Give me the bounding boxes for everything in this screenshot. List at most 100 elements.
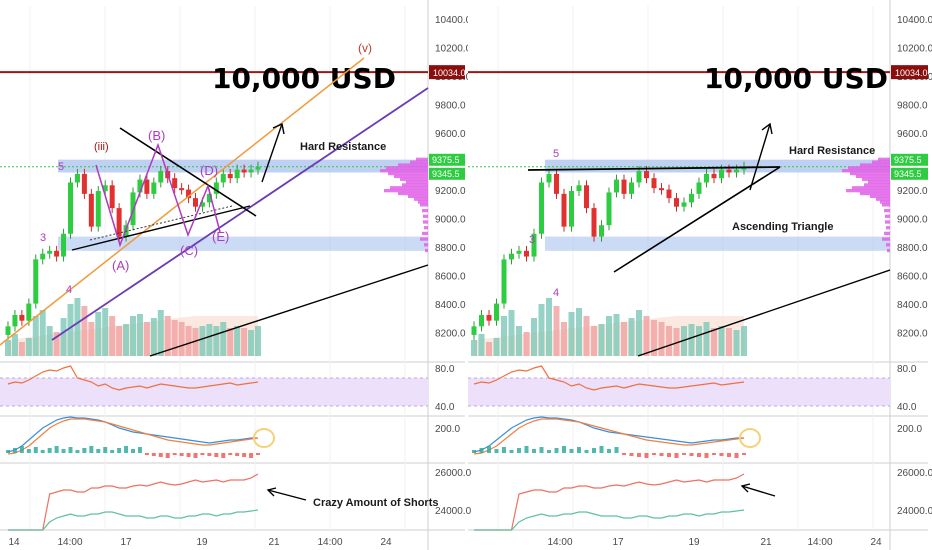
volume-bar xyxy=(486,342,492,356)
macd-histogram-bar xyxy=(592,448,596,453)
volume-bar xyxy=(241,328,248,356)
volume-profile-bar xyxy=(882,237,890,241)
volume-bar xyxy=(576,308,582,356)
macd-histogram-bar xyxy=(179,453,184,456)
candle-body xyxy=(554,173,559,194)
rsi-line xyxy=(473,365,745,391)
macd-histogram-bar xyxy=(256,453,260,455)
y-tick-label: 9200.0 xyxy=(897,186,928,197)
wave-label: (v) xyxy=(358,41,372,55)
candle-body xyxy=(644,171,649,179)
candle-body xyxy=(479,314,484,327)
y-tick-label: 10400.0 xyxy=(897,15,932,26)
volume-profile-bar xyxy=(868,180,890,184)
candle-body xyxy=(666,189,672,199)
candle-body xyxy=(584,185,589,209)
wave-label: (A) xyxy=(112,258,129,273)
volume-bar xyxy=(81,306,88,356)
macd-highlight-circle xyxy=(253,428,275,448)
y-tick-label: 9800.0 xyxy=(897,101,928,112)
volume-profile-bar xyxy=(870,194,890,198)
macd-histogram-bar xyxy=(719,453,724,456)
macd-histogram-bar xyxy=(89,446,94,453)
wave-path xyxy=(95,142,221,248)
macd-histogram-bar xyxy=(82,448,87,453)
volume-profile-bar xyxy=(423,220,428,224)
macd-histogram-bar xyxy=(33,447,38,453)
volume-bar xyxy=(39,310,46,356)
volume-bar xyxy=(164,316,171,356)
macd-histogram-bar xyxy=(131,449,135,453)
arrow-head xyxy=(266,487,277,497)
candle-body xyxy=(696,182,702,194)
volume-bar xyxy=(255,326,261,356)
volume-profile-bar xyxy=(406,180,428,184)
wave-label: (D) xyxy=(200,163,218,178)
candle-body xyxy=(74,173,80,183)
volume-bar xyxy=(538,304,545,356)
y-tick-label: 9800.0 xyxy=(435,101,466,112)
wave-label: 4 xyxy=(66,284,72,296)
current-tag-label: 9345.5 xyxy=(432,169,460,179)
triangle-lower-line xyxy=(71,205,251,251)
volume-bar xyxy=(109,316,116,356)
volume-bar xyxy=(18,342,25,356)
volume-bar xyxy=(53,332,60,356)
macd-histogram-bar xyxy=(502,447,506,453)
candle-body xyxy=(88,193,94,227)
volume-bar xyxy=(248,330,255,356)
macd-histogram-bar xyxy=(637,453,641,457)
macd-histogram-bar xyxy=(509,450,514,453)
candle-body xyxy=(606,192,612,226)
volume-bar xyxy=(185,326,192,356)
volume-bar xyxy=(501,316,507,356)
rsi-line xyxy=(7,365,259,391)
rsi-band xyxy=(468,378,890,406)
macd-histogram-bar xyxy=(494,449,499,453)
candle-body xyxy=(539,182,544,234)
macd-histogram-bar xyxy=(524,446,529,453)
volume-bar xyxy=(621,322,627,356)
volume-bar xyxy=(478,334,485,356)
shorts-tick-label: 26000.0 xyxy=(435,468,472,479)
candle-body xyxy=(116,208,122,237)
macd-histogram-bar xyxy=(487,446,491,453)
y-tick-label: 9000.0 xyxy=(897,215,928,226)
candle-body xyxy=(546,173,552,183)
candle-body xyxy=(158,171,164,183)
candle-body xyxy=(516,250,522,254)
macd-histogram-bar xyxy=(165,453,170,458)
candle-body xyxy=(179,188,185,191)
macd-histogram-bar xyxy=(249,453,254,458)
volume-bar xyxy=(220,322,227,356)
macd-histogram-bar xyxy=(704,453,709,458)
macd-histogram-bar xyxy=(110,450,115,453)
candle-body xyxy=(40,253,46,260)
shorts-tick-label: 26000.0 xyxy=(897,468,932,479)
macd-histogram-bar xyxy=(242,453,247,457)
macd-histogram-bar xyxy=(517,448,521,453)
rsi-tick-label: 80.0 xyxy=(897,364,917,375)
macd-histogram-bar xyxy=(472,450,476,453)
macd-signal-line xyxy=(7,418,259,455)
x-tick-label: 24 xyxy=(380,537,392,548)
volume-bar xyxy=(636,310,642,356)
volume-bar xyxy=(741,326,747,356)
price-pane-bg xyxy=(468,6,890,358)
volume-profile-bar xyxy=(860,191,890,196)
macd-histogram-bar xyxy=(214,453,219,457)
rsi-band xyxy=(0,378,428,406)
wave-label: 3 xyxy=(40,232,46,244)
macd-histogram-bar xyxy=(599,446,604,453)
volume-bar xyxy=(102,308,109,356)
volume-bar xyxy=(493,338,500,356)
candle-body xyxy=(726,169,732,173)
candle-body xyxy=(614,179,619,193)
annotation-label: Hard Resistance xyxy=(300,141,386,153)
volume-bar xyxy=(516,326,522,356)
y-tick-label: 8800.0 xyxy=(435,243,466,254)
x-tick-label: 14:00 xyxy=(547,537,572,548)
macd-histogram-bar xyxy=(26,449,31,453)
macd-histogram-bar xyxy=(228,453,233,455)
candle-body xyxy=(591,208,597,237)
